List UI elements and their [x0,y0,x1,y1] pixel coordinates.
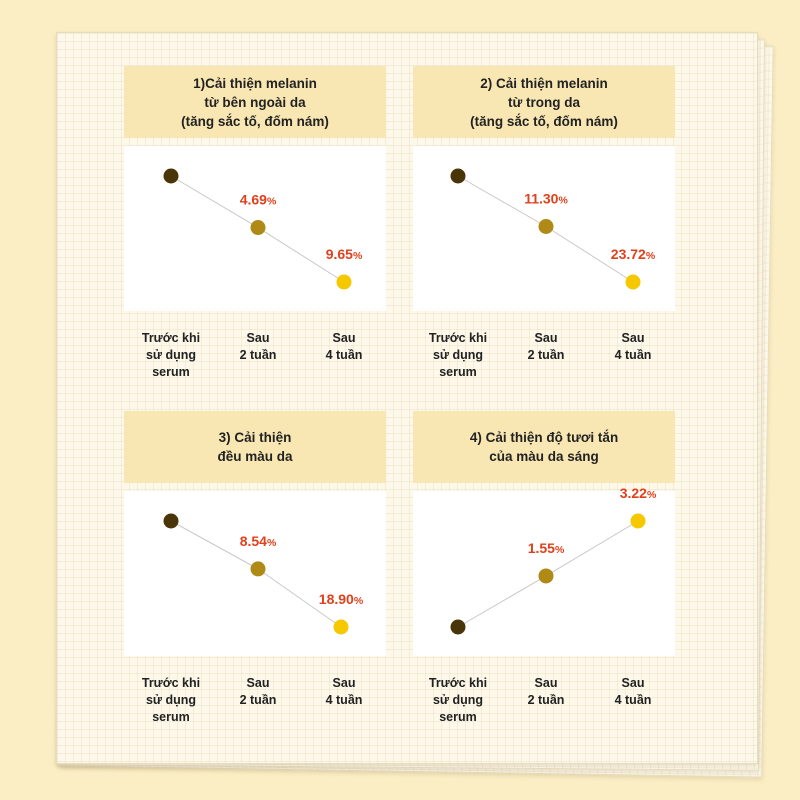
series-line-segment [545,520,639,577]
x-tick-label: Trước khi sử dụng serum [428,676,488,724]
data-point [163,168,179,184]
data-label: 1.55% [528,540,565,556]
data-point [163,513,179,529]
chart-title: 4) Cải thiện độ tươi tắn của màu da sáng [413,411,675,483]
x-tick-label: Sau 2 tuần [527,331,565,362]
x-tick-label: Sau 4 tuần [614,331,652,362]
series-line-segment [257,227,345,283]
chart-title: 1)Cải thiện melanin từ bên ngoài da (tăn… [124,66,386,138]
data-point [450,619,466,635]
data-label: 4.69% [240,192,277,208]
data-point [336,274,352,290]
data-point [250,220,266,236]
x-tick-label: Sau 4 tuần [325,331,363,362]
data-point [333,619,349,635]
data-point [450,168,466,184]
chart-plot: 11.30%23.72% [413,146,675,311]
data-label-value: 23.72 [611,246,646,262]
data-label: 23.72% [611,246,656,262]
data-label: 11.30% [524,190,568,206]
data-point [250,561,266,577]
x-tick-label: Trước khi sử dụng serum [141,676,201,724]
data-point [538,218,554,234]
data-label: 3.22% [620,485,657,501]
series-line-segment [170,520,259,570]
chart-plot: 8.54%18.90% [124,491,386,656]
x-tick-label: Sau 2 tuần [527,676,565,707]
x-tick-label: Trước khi sử dụng serum [141,331,201,379]
data-label-value: 9.65 [326,246,353,262]
data-label-value: 1.55 [528,540,555,556]
series-line-segment [457,175,547,227]
x-tick-label: Sau 4 tuần [614,676,652,707]
x-axis-labels: Trước khi sử dụng serum Sau 2 tuần Sau 4… [413,675,675,735]
series-line-segment [545,226,634,283]
data-label-unit: % [646,250,656,262]
chart-title: 3) Cải thiện đều màu da [124,411,386,483]
series-line-segment [170,175,259,228]
data-label-value: 4.69 [240,192,267,208]
chart-plot: 4.69%9.65% [124,146,386,311]
data-label-unit: % [353,250,363,262]
data-point [630,513,646,529]
x-axis-labels: Trước khi sử dụng serum Sau 2 tuần Sau 4… [413,330,675,390]
x-tick-label: Sau 2 tuần [239,676,277,707]
data-label-value: 3.22 [620,485,647,501]
data-label: 8.54% [240,533,277,549]
data-label-value: 18.90 [319,591,354,607]
data-label-value: 8.54 [240,533,267,549]
data-label-unit: % [267,537,277,549]
data-point [538,568,554,584]
series-line-segment [457,575,547,628]
data-label-unit: % [267,196,277,208]
x-tick-label: Sau 4 tuần [325,676,363,707]
data-point [625,274,641,290]
data-label-value: 11.30 [524,190,558,206]
data-label-unit: % [647,489,657,501]
x-tick-label: Sau 2 tuần [239,331,277,362]
x-axis-labels: Trước khi sử dụng serum Sau 2 tuần Sau 4… [124,330,386,390]
data-label-unit: % [555,544,565,556]
data-label-unit: % [354,595,364,607]
data-label: 18.90% [319,591,364,607]
data-label: 9.65% [326,246,363,262]
x-tick-label: Trước khi sử dụng serum [428,331,488,379]
series-line-segment [257,568,342,628]
x-axis-labels: Trước khi sử dụng serum Sau 2 tuần Sau 4… [124,675,386,735]
chart-plot: 1.55%3.22% [413,485,675,656]
chart-title: 2) Cải thiện melanin từ trong da (tăng s… [413,66,675,138]
data-label-unit: % [558,194,568,206]
